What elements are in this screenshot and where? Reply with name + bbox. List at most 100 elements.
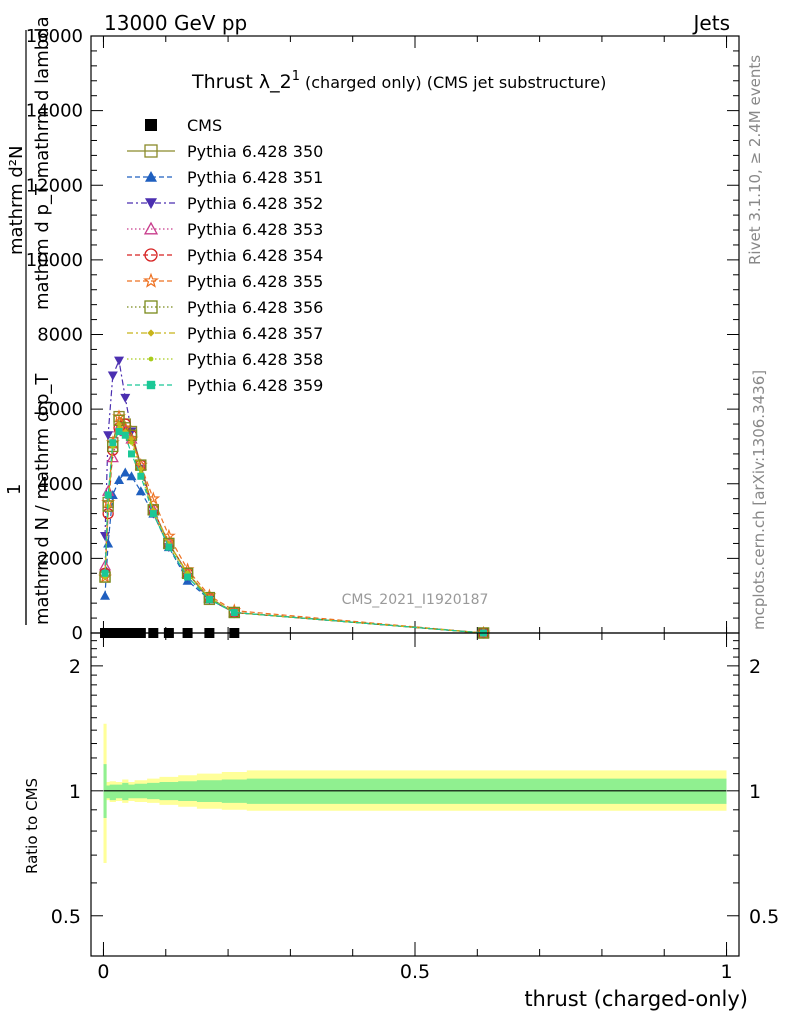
legend-marker xyxy=(146,380,156,390)
header-energy-label: 13000 GeV pp xyxy=(104,11,247,35)
series-pythia-6-428-351 xyxy=(100,467,489,637)
data-point xyxy=(121,431,129,439)
legend-marker xyxy=(147,329,155,337)
legend-label: Pythia 6.428 354 xyxy=(187,246,323,265)
legend-label: CMS xyxy=(187,116,222,135)
ylabel-numerator-bottom: mathrm d p_T mathrm d lambda xyxy=(32,16,53,310)
data-point xyxy=(103,431,114,441)
legend-item: Pythia 6.428 351 xyxy=(127,168,323,187)
data-point xyxy=(126,471,137,481)
legend-label: Pythia 6.428 356 xyxy=(187,298,323,317)
legend-item: Pythia 6.428 354 xyxy=(127,246,323,265)
data-point xyxy=(106,451,119,463)
main-y-tick-label: 8000 xyxy=(37,325,83,346)
legend-label: Pythia 6.428 359 xyxy=(187,376,323,395)
ratio-y-label: Ratio to CMS xyxy=(23,778,41,874)
main-y-ticks: 0 2000 4000 6000 8000 10000 12000 14000 16000 xyxy=(26,26,739,644)
data-point xyxy=(137,472,145,480)
main-y-tick-label: 14000 xyxy=(26,101,83,122)
data-point xyxy=(100,590,111,600)
chart-title-main: Thrust λ_2 xyxy=(191,71,292,93)
legend-label: Pythia 6.428 352 xyxy=(187,194,323,213)
series-pythia-6-428-359 xyxy=(101,428,488,637)
mcplots-label: mcplots.cern.ch [arXiv:1306.3436] xyxy=(750,370,768,630)
data-point xyxy=(120,393,131,403)
main-y-tick-label: 2000 xyxy=(37,548,83,569)
data-point xyxy=(135,486,146,496)
legend-label: Pythia 6.428 350 xyxy=(187,142,323,161)
series-line xyxy=(104,419,484,634)
data-point xyxy=(114,356,125,366)
legend-item: Pythia 6.428 355 xyxy=(127,272,323,291)
main-y-tick-label: 0 xyxy=(72,623,83,644)
legend-item: Pythia 6.428 352 xyxy=(127,194,323,213)
legend-item: CMS xyxy=(145,116,222,135)
legend-item: Pythia 6.428 353 xyxy=(127,220,323,239)
main-y-tick-label: 10000 xyxy=(26,250,83,271)
ylabel-one: 1 xyxy=(4,484,25,495)
data-point xyxy=(115,428,123,436)
ratio-y-tick-label-right: 1 xyxy=(749,781,761,803)
ratio-y-tick-label: 2 xyxy=(69,656,81,678)
legend-label: Pythia 6.428 355 xyxy=(187,272,323,291)
legend-marker xyxy=(145,119,157,131)
legend-item: Pythia 6.428 357 xyxy=(127,324,323,343)
ratio-y-tick-label-right: 2 xyxy=(749,656,761,678)
ylabel-numerator-top: mathrm d²N xyxy=(6,146,27,255)
legend-marker xyxy=(144,248,158,262)
legend-item: Pythia 6.428 356 xyxy=(127,298,323,317)
ratio-bands xyxy=(103,723,727,863)
legend-marker xyxy=(145,198,157,209)
main-y-tick-label: 16000 xyxy=(26,26,83,47)
data-point xyxy=(116,421,123,428)
chart-title-sup: 1 xyxy=(292,69,300,84)
legend-item: Pythia 6.428 358 xyxy=(127,350,323,369)
legend-marker xyxy=(144,144,158,158)
ratio-y-tick-label: 0.5 xyxy=(51,906,81,928)
ratio-y-tick-label-right: 0.5 xyxy=(749,906,779,928)
x-tick-label: 0.5 xyxy=(400,961,430,983)
legend: CMS Pythia 6.428 350 Pythia 6.428 351 Pythi… xyxy=(127,116,323,395)
data-point xyxy=(149,510,157,518)
legend-label: Pythia 6.428 353 xyxy=(187,220,323,239)
data-point xyxy=(184,573,192,581)
data-point xyxy=(129,440,134,445)
ratio-y-tick-label: 1 xyxy=(69,781,81,803)
x-tick-label: 1 xyxy=(720,961,732,983)
data-point xyxy=(114,475,125,485)
x-axis-label: thrust (charged-only) xyxy=(524,987,748,1011)
legend-label: Pythia 6.428 357 xyxy=(187,324,323,343)
header-jets-label: Jets xyxy=(692,11,730,35)
legend-item: Pythia 6.428 359 xyxy=(127,376,323,395)
legend-item: Pythia 6.428 350 xyxy=(127,142,323,161)
legend-marker xyxy=(145,171,157,182)
data-point xyxy=(128,435,135,442)
data-point xyxy=(230,608,238,616)
data-point xyxy=(137,465,144,472)
data-point xyxy=(205,595,213,603)
rivet-version-label: Rivet 3.1.10, ≥ 2.4M events xyxy=(746,55,764,265)
legend-marker xyxy=(143,272,159,288)
chart-title-tail: (charged only) (CMS jet substructure) xyxy=(305,73,606,92)
ylabel-denominator: mathrm d N / mathrm d p_T xyxy=(32,373,53,625)
main-y-tick-label: 6000 xyxy=(37,399,83,420)
ratio-ticks: 0.5 0.5 1 1 2 2 0 0.5 1 xyxy=(51,633,779,983)
main-y-axis-label: mathrm d²N mathrm d p_T mathrm d lambda … xyxy=(4,16,53,625)
series-line xyxy=(104,471,484,634)
chart-title: Thrust λ_21 (charged only) (CMS jet subst… xyxy=(191,69,606,93)
legend-marker xyxy=(143,221,159,235)
data-point xyxy=(100,531,111,541)
data-point xyxy=(128,450,135,458)
legend-marker xyxy=(144,300,158,314)
ratio-panel: 0.5 0.5 1 1 2 2 0 0.5 1 Ratio to CMS thrust (cha… xyxy=(23,632,779,1011)
data-point xyxy=(120,467,131,477)
x-tick-label: 0 xyxy=(97,961,109,983)
legend-label: Pythia 6.428 358 xyxy=(187,350,323,369)
watermark-label: CMS_2021_I1920187 xyxy=(342,592,489,608)
data-point xyxy=(101,569,109,577)
main-y-tick-label: 12000 xyxy=(26,175,83,196)
legend-label: Pythia 6.428 351 xyxy=(187,168,323,187)
data-point xyxy=(107,371,118,381)
main-panel: 0 2000 4000 6000 8000 10000 12000 14000 16000 Th… xyxy=(4,16,740,644)
